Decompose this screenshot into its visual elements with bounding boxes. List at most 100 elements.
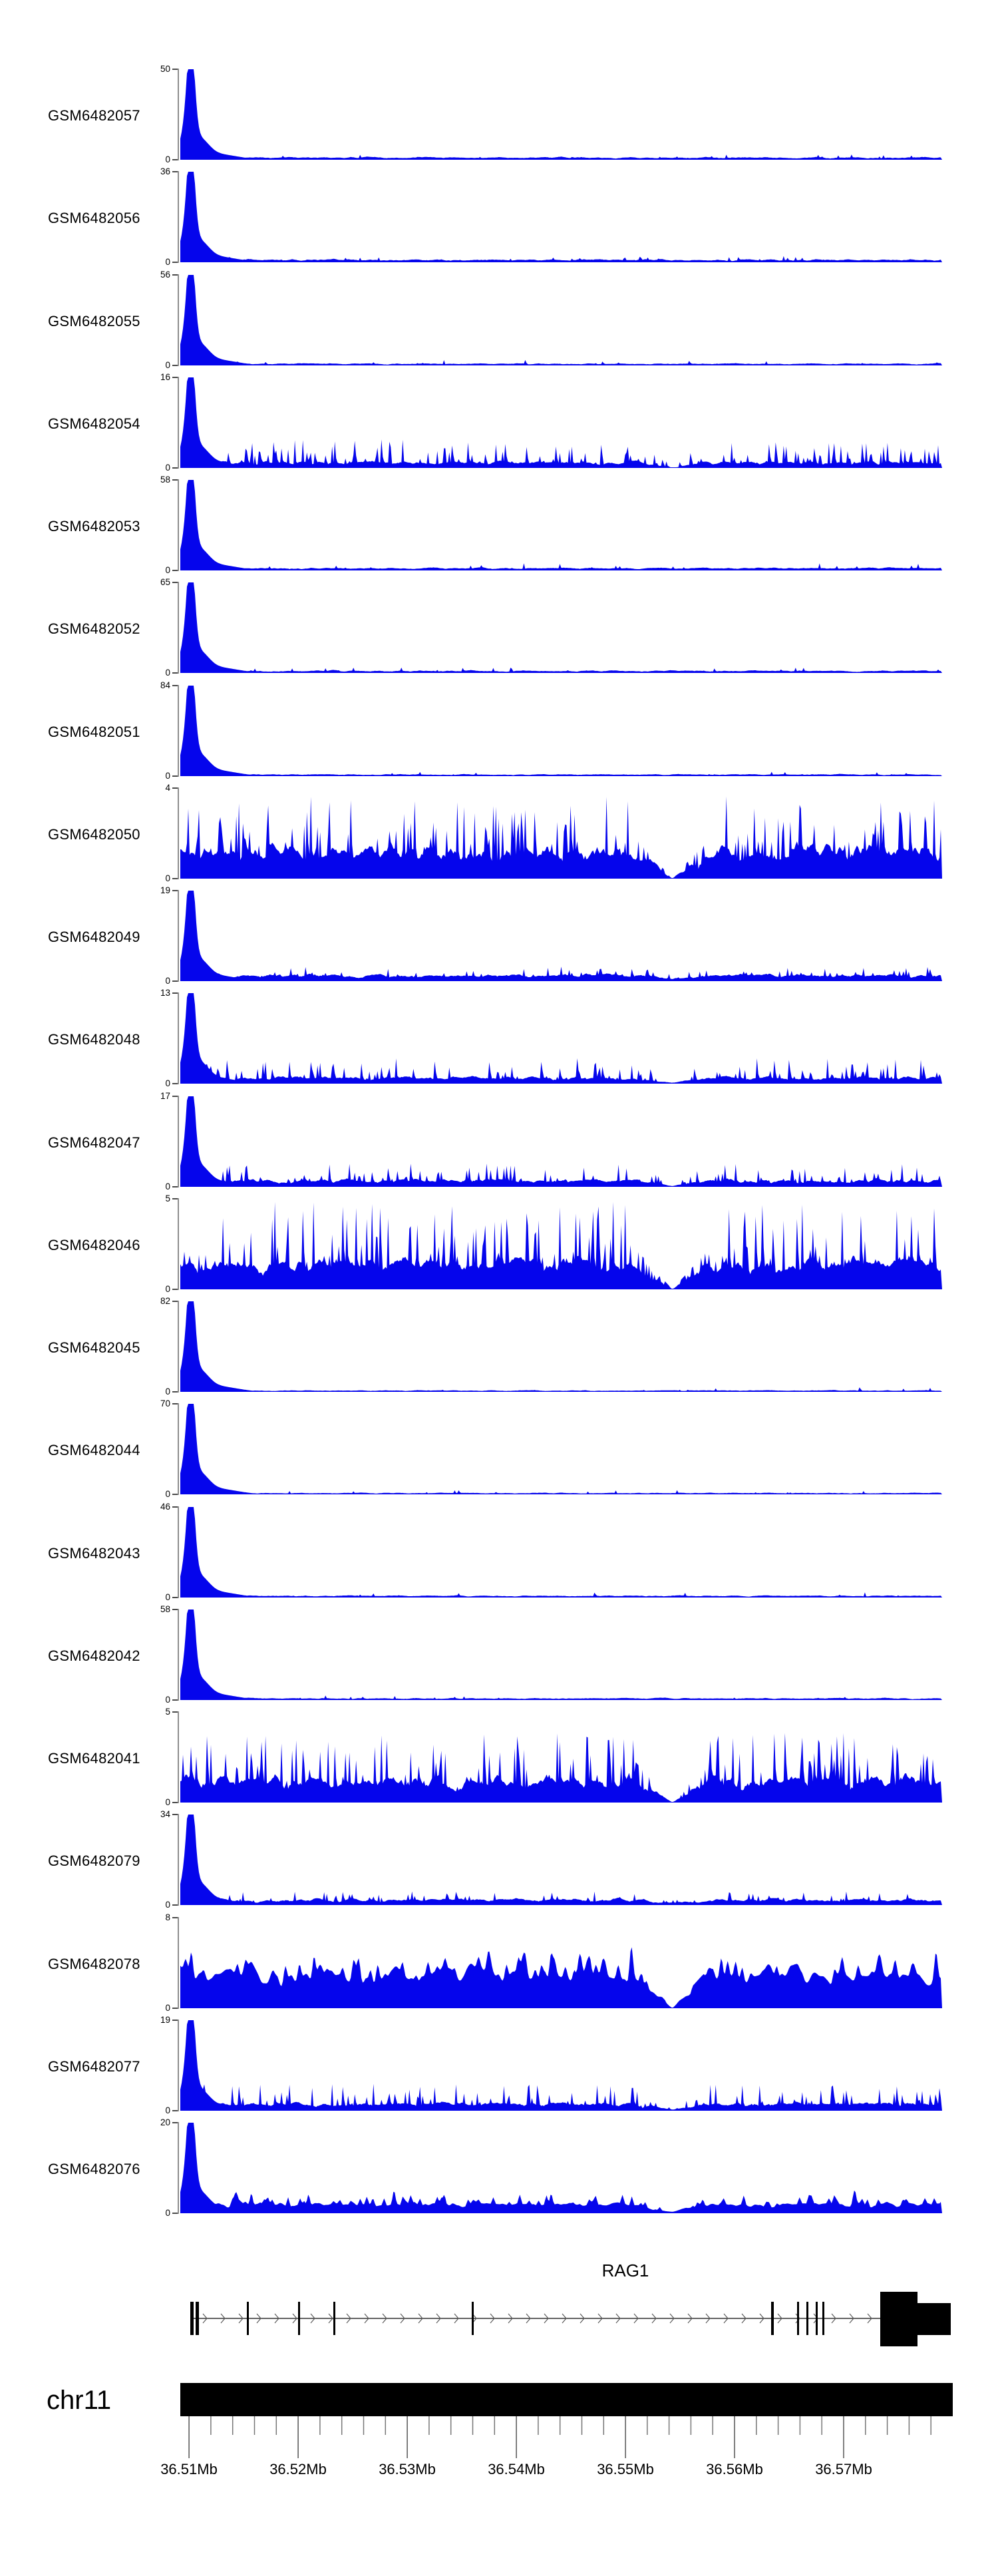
yaxis-line	[178, 890, 179, 982]
coverage-signal-polygon	[180, 1096, 953, 1187]
track-sample-label: GSM6482044	[48, 1442, 140, 1458]
coverage-signal-plot	[180, 1201, 953, 1289]
yaxis-tick-mark	[172, 1609, 178, 1610]
coverage-signal-polygon	[180, 172, 953, 262]
track-sample-label: GSM6482045	[48, 1339, 140, 1356]
yaxis-line	[178, 685, 179, 777]
track-signal-area	[180, 1814, 953, 1906]
coverage-signal-polygon	[180, 1947, 953, 2008]
chromosome-bar	[180, 2383, 953, 2416]
yaxis-line	[178, 2020, 179, 2111]
coverage-signal-polygon	[180, 1201, 953, 1289]
yaxis-tick-mark	[172, 1506, 178, 1508]
track-ymax-value: 50	[160, 64, 170, 74]
strand-direction-arrow-icon	[759, 2313, 764, 2324]
yaxis-tick-mark	[172, 1711, 178, 1713]
track-signal-area	[180, 1198, 953, 1291]
yaxis-line	[178, 1301, 179, 1393]
yaxis-tick-mark	[172, 1301, 178, 1302]
strand-direction-arrow-icon	[364, 2313, 369, 2324]
strand-direction-arrow-icon	[526, 2313, 531, 2324]
track-sample-label: GSM6482055	[48, 313, 140, 329]
coverage-signal-plot	[180, 2020, 953, 2111]
yaxis-tick-mark	[172, 1403, 178, 1404]
strand-direction-arrow-icon	[328, 2313, 333, 2324]
chromosome-label: chr11	[47, 2386, 112, 2415]
strand-direction-arrow-icon	[310, 2313, 315, 2324]
yaxis-line	[178, 1711, 179, 1803]
exon-tick	[298, 2302, 300, 2335]
exon-tick	[771, 2302, 774, 2335]
strand-direction-arrow-icon	[562, 2313, 567, 2324]
yaxis-line	[178, 582, 179, 674]
track-sample-label: GSM6482076	[48, 2161, 140, 2177]
coverage-signal-polygon	[180, 2123, 953, 2213]
yaxis-tick-mark	[172, 1699, 178, 1701]
strand-direction-arrow-icon	[687, 2313, 693, 2324]
strand-direction-arrow-icon	[669, 2313, 675, 2324]
gene-name-label: RAG1	[601, 2260, 649, 2280]
coverage-signal-polygon	[180, 1733, 953, 1803]
axis-coordinate-label: 36.55Mb	[597, 2461, 654, 2477]
coverage-signal-plot	[180, 69, 953, 160]
axis-coordinate-label: 36.57Mb	[815, 2461, 872, 2477]
yaxis-line	[178, 377, 179, 469]
strand-direction-arrow-icon	[508, 2313, 513, 2324]
track-sample-label: GSM6482046	[48, 1237, 140, 1253]
track-ymin-value: 0	[165, 771, 170, 781]
track-ymin-value: 0	[165, 1284, 170, 1294]
coverage-signal-polygon	[180, 1404, 953, 1494]
track-ymin-value: 0	[165, 1797, 170, 1807]
exon-tick	[822, 2302, 824, 2335]
yaxis-line	[178, 1096, 179, 1187]
coverage-signal-polygon	[180, 891, 953, 981]
strand-direction-arrow-icon	[705, 2313, 711, 2324]
coverage-signal-plot	[180, 1507, 953, 1598]
track-sample-label: GSM6482053	[48, 518, 140, 535]
strand-direction-arrow-icon	[436, 2313, 441, 2324]
yaxis-tick-mark	[172, 159, 178, 160]
coverage-signal-polygon	[180, 377, 953, 468]
track-signal-area	[180, 685, 953, 777]
yaxis-tick-mark	[172, 775, 178, 777]
track-ymin-value: 0	[165, 2208, 170, 2218]
track-ymin-value: 0	[165, 565, 170, 575]
track-signal-area	[180, 2020, 953, 2112]
track-ymax-value: 56	[160, 270, 170, 280]
exon-tick	[247, 2302, 249, 2335]
strand-direction-arrow-icon	[346, 2313, 351, 2324]
track-signal-area	[180, 992, 953, 1085]
coverage-signal-plot	[180, 480, 953, 570]
genome-axis-ticks	[188, 2416, 931, 2458]
track-ymin-value: 0	[165, 1489, 170, 1499]
gene-model-track	[180, 2288, 953, 2352]
track-ymax-value: 19	[160, 885, 170, 895]
track-ymin-value: 0	[165, 976, 170, 986]
coverage-signal-polygon	[180, 69, 953, 160]
yaxis-tick-mark	[172, 1814, 178, 1815]
track-ymin-value: 0	[165, 1695, 170, 1705]
track-sample-label: GSM6482050	[48, 826, 140, 843]
coverage-signal-polygon	[180, 2020, 953, 2111]
track-ymin-value: 0	[165, 1592, 170, 1602]
track-sample-label: GSM6482043	[48, 1545, 140, 1562]
track-ymax-value: 8	[165, 1912, 170, 1922]
track-ymax-value: 13	[160, 988, 170, 998]
track-ymax-value: 84	[160, 680, 170, 690]
coverage-signal-polygon	[180, 275, 953, 365]
strand-direction-arrow-icon	[202, 2313, 208, 2324]
yaxis-line	[178, 992, 179, 1084]
strand-direction-arrow-icon	[580, 2313, 585, 2324]
terminal-exon-box	[880, 2292, 917, 2346]
exon-tick	[190, 2302, 194, 2335]
track-ymin-value: 0	[165, 668, 170, 678]
coverage-signal-polygon	[180, 582, 953, 673]
track-ymax-value: 70	[160, 1398, 170, 1408]
coverage-signal-plot	[180, 172, 953, 262]
strand-direction-arrow-icon	[292, 2313, 297, 2324]
yaxis-tick-mark	[172, 365, 178, 366]
coverage-signal-plot	[180, 275, 953, 365]
strand-direction-arrow-icon	[382, 2313, 387, 2324]
track-signal-area	[180, 69, 953, 161]
track-sample-label: GSM6482048	[48, 1031, 140, 1048]
